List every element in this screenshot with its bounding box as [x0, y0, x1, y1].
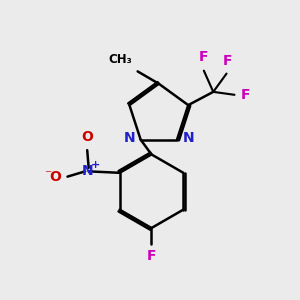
Text: ⁻: ⁻ [44, 168, 51, 182]
Text: CH₃: CH₃ [109, 53, 132, 66]
Text: F: F [199, 50, 208, 64]
Text: F: F [223, 54, 233, 68]
Text: O: O [49, 169, 61, 184]
Text: N: N [124, 131, 135, 145]
Text: +: + [91, 160, 100, 170]
Text: F: F [241, 88, 250, 102]
Text: O: O [81, 130, 93, 144]
Text: F: F [147, 249, 156, 263]
Text: N: N [182, 131, 194, 145]
Text: N: N [81, 164, 93, 178]
